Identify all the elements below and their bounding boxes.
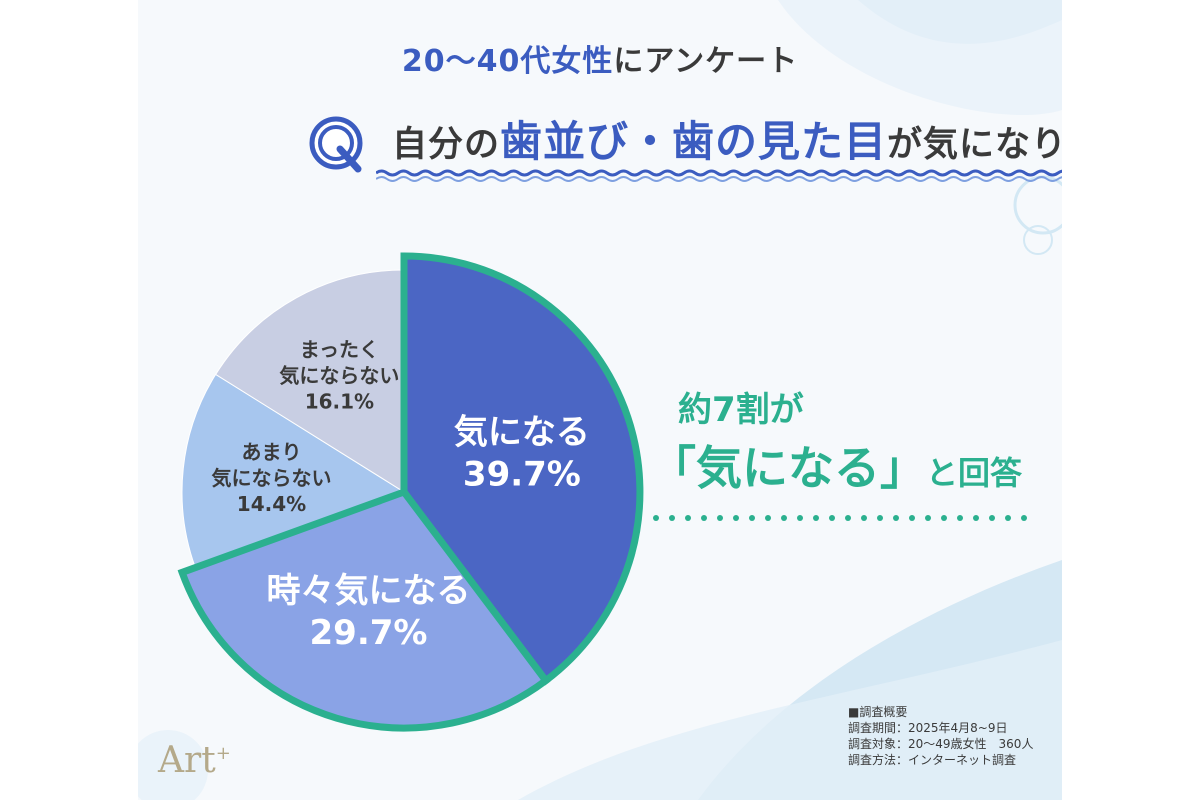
headline: 20〜40代女性にアンケート bbox=[138, 36, 1062, 80]
leader-dot bbox=[973, 515, 979, 521]
leader-dot bbox=[1005, 515, 1011, 521]
question-post: が気になりますか？ bbox=[887, 125, 1062, 165]
pie-slice bbox=[215, 269, 405, 493]
leader-dot bbox=[813, 515, 819, 521]
slice-label: 気にならない bbox=[212, 466, 332, 490]
leader-dot bbox=[701, 515, 707, 521]
background-decoration bbox=[138, 0, 1062, 800]
slice-label: 時々気になる bbox=[267, 571, 471, 611]
wave-divider bbox=[376, 169, 1062, 182]
leader-dot bbox=[685, 515, 691, 521]
q-icon bbox=[309, 116, 363, 173]
leader-dot bbox=[653, 515, 659, 521]
logo-text: Art bbox=[158, 740, 216, 781]
survey-target: 調査対象：20〜49歳女性 360人 bbox=[848, 737, 1034, 751]
slice-value: 29.7% bbox=[310, 613, 428, 653]
pie-slice bbox=[181, 373, 406, 569]
slice-value: 39.7% bbox=[463, 455, 581, 495]
dotted-leader bbox=[653, 515, 1027, 521]
callout-line1: 約7割が bbox=[678, 390, 804, 430]
brand-logo: Art+ bbox=[158, 740, 231, 781]
leader-dot bbox=[893, 515, 899, 521]
leader-dot bbox=[877, 515, 883, 521]
leader-dot bbox=[909, 515, 915, 521]
leader-dot bbox=[957, 515, 963, 521]
pie-slice bbox=[400, 252, 644, 686]
callout-line2: 「気になる」と回答 bbox=[650, 432, 1022, 498]
slice-label: 気にならない bbox=[279, 364, 399, 388]
callout-suffix: と回答 bbox=[926, 454, 1023, 492]
survey-title: ■調査概要 bbox=[848, 705, 908, 719]
leader-dot bbox=[989, 515, 995, 521]
survey-summary: ■調査概要 調査期間：2025年4月8~9日 調査対象：20〜49歳女性 360… bbox=[848, 704, 1033, 768]
infographic-card: 20〜40代女性にアンケート 自分の歯並び・歯の見た目が気になりますか？ 気にな… bbox=[138, 0, 1062, 800]
leader-dot bbox=[861, 515, 867, 521]
leader-dot bbox=[845, 515, 851, 521]
leader-dot bbox=[765, 515, 771, 521]
leader-dot bbox=[941, 515, 947, 521]
leader-dot bbox=[781, 515, 787, 521]
headline-target: 20〜40代女性 bbox=[401, 44, 614, 79]
slice-label: あまり bbox=[242, 440, 302, 464]
leader-dot bbox=[1021, 515, 1027, 521]
leader-dot bbox=[733, 515, 739, 521]
slice-value: 16.1% bbox=[305, 390, 374, 414]
leader-dot bbox=[669, 515, 675, 521]
pie-slice bbox=[177, 487, 551, 732]
slice-label: 気になる bbox=[454, 413, 590, 453]
survey-period: 調査期間：2025年4月8~9日 bbox=[848, 721, 1008, 735]
survey-method: 調査方法：インターネット調査 bbox=[848, 753, 1017, 767]
leader-dot bbox=[925, 515, 931, 521]
question-highlight: 歯並び・歯の見た目 bbox=[500, 117, 888, 166]
question: 自分の歯並び・歯の見た目が気になりますか？ bbox=[392, 108, 1062, 169]
callout-quote: 「気になる」 bbox=[650, 441, 926, 495]
logo-plus: + bbox=[215, 743, 231, 764]
leader-dot bbox=[717, 515, 723, 521]
slice-label: まったく bbox=[300, 338, 379, 362]
leader-dot bbox=[749, 515, 755, 521]
slice-value: 14.4% bbox=[237, 492, 306, 516]
pie-chart: 気になる39.7%時々気になる29.7%あまり気にならない14.4%まったく気に… bbox=[177, 252, 644, 732]
leader-dot bbox=[797, 515, 803, 521]
headline-rest: にアンケート bbox=[613, 44, 799, 79]
leader-dot bbox=[829, 515, 835, 521]
question-pre: 自分の bbox=[392, 125, 501, 165]
